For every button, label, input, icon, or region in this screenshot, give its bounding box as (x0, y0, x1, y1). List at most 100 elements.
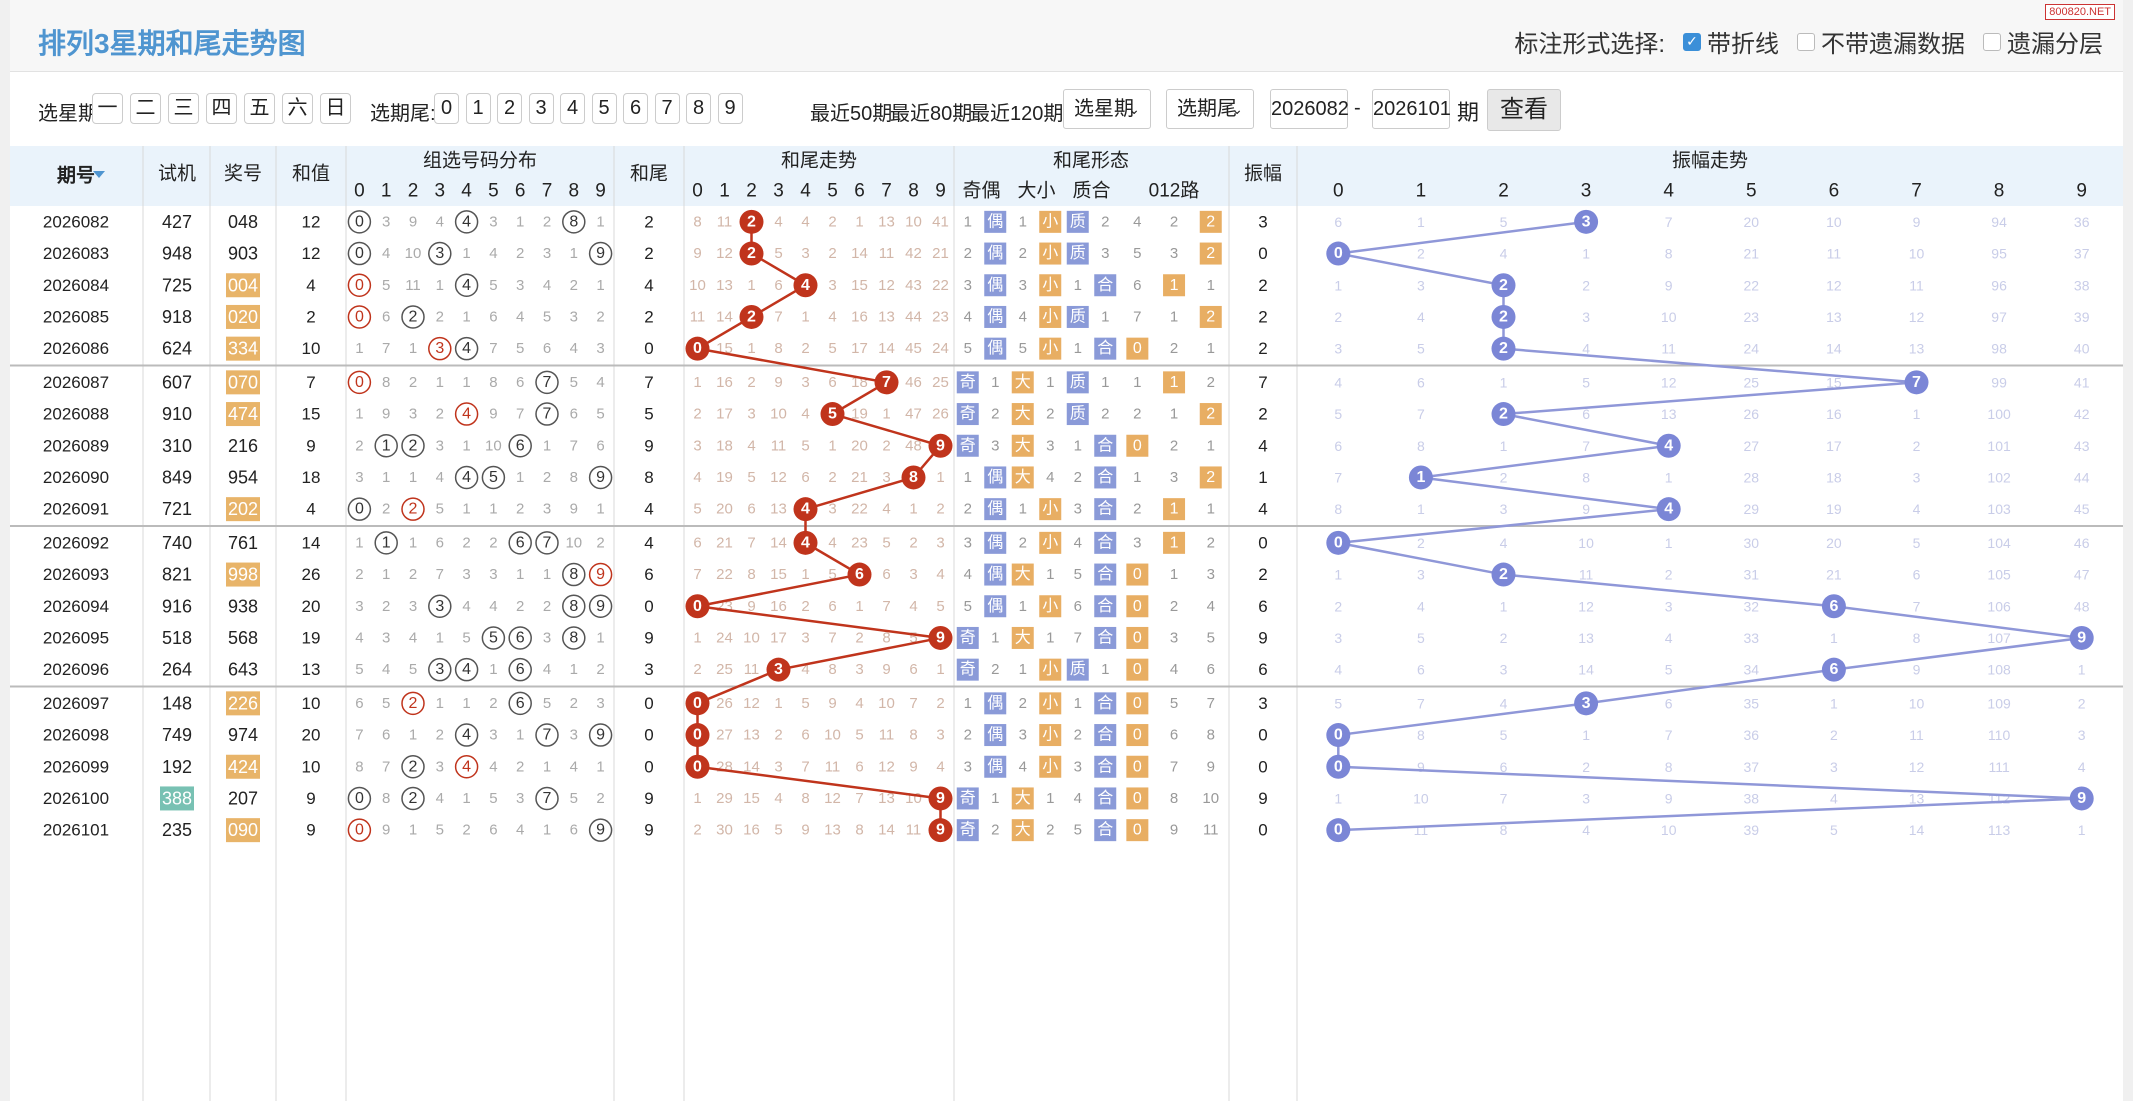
form-tag: 小 (1042, 244, 1058, 262)
form-tag: 大 (1015, 468, 1031, 486)
dist-hit-digit: 6 (516, 661, 525, 678)
checkbox-icon[interactable] (1797, 32, 1815, 51)
amp-cell: 0 (1258, 244, 1267, 263)
amp-missing: 99 (1991, 374, 2007, 390)
form-missing: 6 (1074, 598, 1082, 615)
form-tag: 大 (1015, 373, 1031, 391)
route-missing: 8 (1207, 727, 1215, 744)
option-no-missing[interactable]: 不带遗漏数据 (1797, 24, 1965, 59)
form-tag: 偶 (987, 339, 1003, 357)
tail-pill[interactable]: 1 (465, 93, 491, 124)
form-missing: 5 (964, 598, 972, 615)
weekday-pill[interactable]: 五 (244, 93, 275, 124)
mark-options-label: 标注形式选择: (1514, 31, 1665, 58)
form-tag-bg (1066, 305, 1089, 328)
weekday-pill[interactable]: 二 (130, 93, 161, 124)
route-missing: 3 (1170, 629, 1178, 646)
tail-pill[interactable]: 3 (528, 93, 554, 124)
dist-hit-circle (508, 531, 532, 555)
dist-hit-circle (588, 818, 613, 842)
trial-cell: 192 (162, 757, 192, 777)
tail-pill[interactable]: 4 (560, 93, 585, 124)
form-missing: 2 (1019, 695, 1027, 712)
route-missing: 2 (1170, 437, 1178, 454)
trial-cell: 148 (162, 693, 192, 713)
tail-pill[interactable]: 6 (623, 93, 648, 124)
route-tag-bg (1163, 274, 1186, 297)
amp-missing: 47 (2074, 567, 2090, 583)
trend-missing: 4 (855, 695, 863, 712)
form-tag-bg (956, 371, 979, 394)
form-tag-bg (1066, 210, 1089, 233)
range-120[interactable]: 最近120期 (970, 103, 1064, 125)
trend-missing: 8 (828, 661, 836, 678)
weekday-pill[interactable]: 六 (282, 93, 313, 124)
form-tag: 奇 (960, 821, 976, 839)
amp-missing: 8 (1334, 501, 1342, 517)
period-from-input[interactable]: 2026082 (1270, 89, 1349, 129)
checkbox-checked-icon[interactable]: ✓ (1683, 32, 1701, 51)
tail-select[interactable]: 选期尾 ⌄ (1166, 89, 1254, 129)
tail-pill[interactable]: 5 (591, 93, 617, 124)
amp-missing: 5 (1665, 662, 1673, 678)
dist-missing: 2 (543, 213, 551, 230)
trend-missing: 4 (936, 758, 944, 775)
form-tag: 偶 (987, 694, 1003, 712)
weekday-pill[interactable]: 一 (92, 93, 123, 124)
route-missing: 7 (1170, 758, 1178, 775)
prize-cell: 048 (228, 212, 258, 232)
tail-pill[interactable]: 0 (434, 93, 459, 124)
form-missing: 1 (964, 695, 972, 712)
form-tag-bg (956, 819, 979, 842)
period-to-input[interactable]: 2026101 (1372, 89, 1451, 129)
amp-missing: 7 (1913, 598, 1921, 614)
amp-missing: 10 (1909, 246, 1925, 262)
option-with-line[interactable]: ✓ 带折线 (1683, 24, 1779, 59)
issue-cell: 2026087 (43, 373, 109, 392)
dist-missing: 1 (596, 629, 604, 646)
tail-trend-ball (766, 657, 791, 682)
trend-missing: 21 (932, 245, 949, 262)
range-50[interactable]: 最近50期 (810, 103, 893, 125)
amp-trend-ball (1904, 370, 1929, 395)
amp-missing: 11 (1661, 341, 1676, 357)
route-missing: 1 (1170, 406, 1178, 423)
prize-highlight (226, 497, 260, 522)
dist-missing: 2 (436, 406, 444, 423)
tail-pill[interactable]: 9 (717, 93, 743, 124)
weekday-pill[interactable]: 三 (168, 93, 199, 124)
option-missing-layer[interactable]: 遗漏分层 (1983, 24, 2103, 59)
form-tag-bg (1039, 242, 1062, 265)
tail-pill[interactable]: 2 (497, 93, 522, 124)
amp-missing: 4 (1582, 822, 1590, 838)
amp-missing: 13 (1909, 341, 1925, 357)
form-tag: 小 (1042, 597, 1058, 615)
checkbox-icon[interactable] (1983, 32, 2001, 51)
amp-missing: 105 (1987, 567, 2011, 583)
query-button[interactable]: 查看 (1487, 89, 1561, 131)
amp-missing: 3 (1582, 309, 1590, 325)
dist-hit-digit: 7 (543, 374, 552, 391)
week-select[interactable]: 选星期 ⌄ (1063, 89, 1151, 129)
route-missing: 2 (1170, 213, 1178, 230)
form-tag-bg (1039, 337, 1062, 360)
range-80[interactable]: 最近80期 (890, 103, 973, 125)
form-missing: 4 (1019, 758, 1027, 775)
weekday-pill[interactable]: 四 (206, 93, 237, 124)
dist-missing: 2 (516, 501, 524, 518)
dist-missing: 9 (382, 822, 390, 839)
dist-missing: 9 (409, 213, 417, 230)
amp-missing: 6 (1500, 759, 1508, 775)
tail-pill[interactable]: 7 (654, 93, 680, 124)
dist-hit-circle (562, 562, 586, 587)
trend-missing: 7 (828, 629, 836, 646)
trend-missing: 8 (855, 822, 863, 839)
dist-hit-digit: 1 (382, 534, 391, 551)
dist-hit-circle (374, 434, 398, 458)
weekday-pill[interactable]: 日 (320, 93, 351, 124)
tail-pill[interactable]: 8 (686, 93, 711, 124)
tail-trend-ball (901, 465, 926, 490)
form-tag-bg (1039, 658, 1062, 681)
amp-digit-header: 4 (1663, 181, 1674, 202)
amp-missing: 11 (1827, 246, 1842, 262)
